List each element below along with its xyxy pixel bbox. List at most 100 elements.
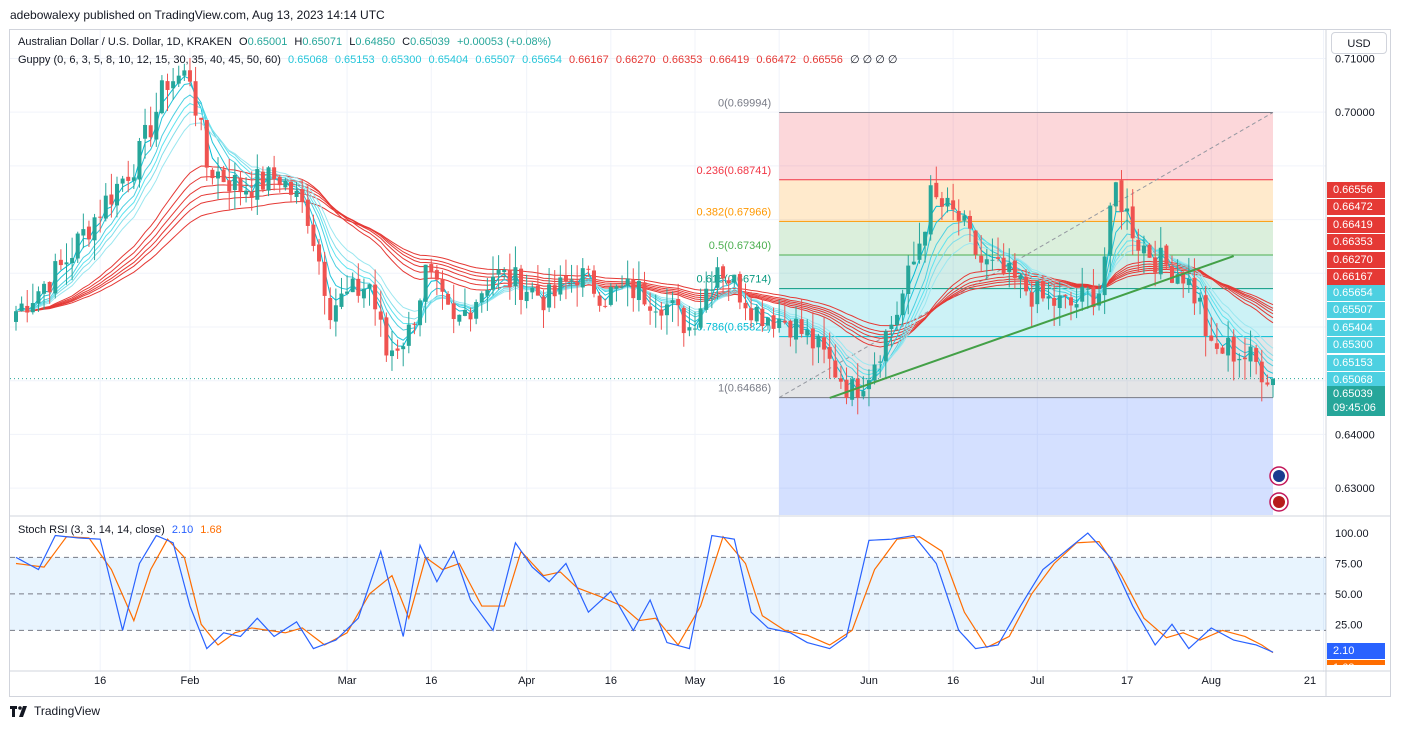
candle-body <box>693 328 698 330</box>
candle-body <box>98 216 103 218</box>
candle-body <box>406 324 411 346</box>
candle-body <box>827 347 832 359</box>
legend-close-value: 0.65039 <box>410 36 450 48</box>
candle-body <box>1259 361 1264 383</box>
candle-body <box>496 269 501 275</box>
candle-body <box>143 124 148 139</box>
candle-body <box>642 282 647 305</box>
last-price-tag: 0.65039 <box>1327 386 1385 402</box>
rsi-k-tag: 2.10 <box>1327 643 1385 659</box>
candle-body <box>788 320 793 338</box>
rsi-tick-label: 75.00 <box>1335 558 1363 570</box>
ema-short-price-tag: 0.65654 <box>1327 285 1385 301</box>
candle-body <box>838 378 843 382</box>
candle-body <box>1192 277 1197 304</box>
ema-long-price-tag: 0.66472 <box>1327 199 1385 216</box>
rsi-tick-label: 100.00 <box>1335 528 1369 540</box>
candle-body <box>956 210 961 221</box>
candle-body <box>524 291 529 302</box>
candle-body <box>64 262 69 265</box>
candle-body <box>676 299 681 306</box>
flag-fill <box>1273 470 1285 482</box>
x-tick-label: Jul <box>1030 675 1044 687</box>
fib-level-label: 0.5(0.67340) <box>709 240 771 252</box>
x-tick-label: Apr <box>518 675 535 687</box>
us-flag-icon[interactable] <box>1269 492 1289 512</box>
candle-body <box>979 255 984 263</box>
candle-body <box>833 360 838 378</box>
candle-body <box>878 361 883 363</box>
candle-body <box>704 288 709 310</box>
rsi-d-line <box>15 535 1274 654</box>
candle-body <box>434 270 439 280</box>
candle-body <box>176 75 181 84</box>
price-tick-label: 0.63000 <box>1335 483 1375 495</box>
candle-body <box>367 284 372 289</box>
candle-body <box>339 293 344 307</box>
candle-body <box>294 190 299 197</box>
guppy-short-5: 0.65507 <box>475 54 516 66</box>
australia-flag-icon[interactable] <box>1269 466 1289 486</box>
candle-body <box>810 328 815 349</box>
guppy-name[interactable]: Guppy (0, 6, 3, 5, 8, 10, 12, 15, 30, 35… <box>18 54 281 66</box>
candle-body <box>1024 276 1029 292</box>
candle-body <box>260 171 265 190</box>
candle-body <box>137 140 142 180</box>
candle-body <box>906 265 911 294</box>
chart-canvas[interactable]: 0(0.69994) 0.236(0.68741) 0.382(0.67966) 0.… <box>10 30 1391 697</box>
tradingview-logo-icon <box>10 705 27 717</box>
guppy-short-6: 0.65654 <box>522 54 562 66</box>
candle-body <box>591 270 596 294</box>
ema-long-price-tag: 0.66353 <box>1327 234 1385 251</box>
candle-body <box>42 283 47 294</box>
candle-body <box>300 189 305 202</box>
candle-body <box>317 244 322 262</box>
fib-level-label: 0.236(0.68741) <box>697 165 772 177</box>
trend-line[interactable] <box>829 255 1235 399</box>
fib-level-label: 0.382(0.67966) <box>697 206 772 218</box>
candle-body <box>485 290 490 296</box>
candle-body <box>900 293 905 316</box>
candle-body <box>389 350 394 357</box>
event-flags[interactable] <box>1269 466 1289 512</box>
candle-body <box>479 293 484 303</box>
candle-body <box>238 177 243 193</box>
candle-body <box>1125 208 1130 212</box>
x-tick-label: 16 <box>773 675 785 687</box>
publisher-text: adebowalexy published on TradingView.com… <box>10 8 385 22</box>
currency-button[interactable]: USD <box>1331 32 1387 54</box>
candle-body <box>412 323 417 325</box>
candle-body <box>687 327 692 331</box>
candle-body <box>490 276 495 290</box>
rsi-name[interactable]: Stoch RSI (3, 3, 14, 14, close) <box>18 524 165 536</box>
candle-body <box>962 215 967 221</box>
candle-body <box>636 280 641 301</box>
legend-symbol[interactable]: Australian Dollar / U.S. Dollar, 1D, KRA… <box>18 36 232 48</box>
legend-high-value: 0.65071 <box>302 36 343 48</box>
candle-body <box>115 183 120 206</box>
rsi-k-value: 2.10 <box>171 524 194 536</box>
candle-body <box>603 305 608 307</box>
candle-body <box>580 268 585 288</box>
guppy-short-1: 0.65068 <box>288 54 328 66</box>
candle-body <box>244 190 249 195</box>
candle-body <box>519 268 524 300</box>
candle-body <box>911 261 916 265</box>
candle-body <box>1147 244 1152 258</box>
candle-body <box>883 331 888 362</box>
fib-retracement[interactable]: 0(0.69994) 0.236(0.68741) 0.382(0.67966) 0.… <box>697 97 1274 515</box>
candle-body <box>1242 357 1247 360</box>
candle-body <box>715 267 720 288</box>
candle-body <box>1040 281 1045 299</box>
x-tick-label: 16 <box>94 675 106 687</box>
candle-body <box>204 120 209 168</box>
candle-body <box>597 295 602 306</box>
candle-body <box>743 302 748 309</box>
footer-brand[interactable]: TradingView <box>10 704 100 718</box>
candle-body <box>1186 278 1191 286</box>
candle-body <box>451 303 456 320</box>
candle-body <box>131 177 136 181</box>
guppy-short-4: 0.65404 <box>428 54 469 66</box>
candle-body <box>558 277 563 295</box>
fib-zone <box>779 221 1273 256</box>
